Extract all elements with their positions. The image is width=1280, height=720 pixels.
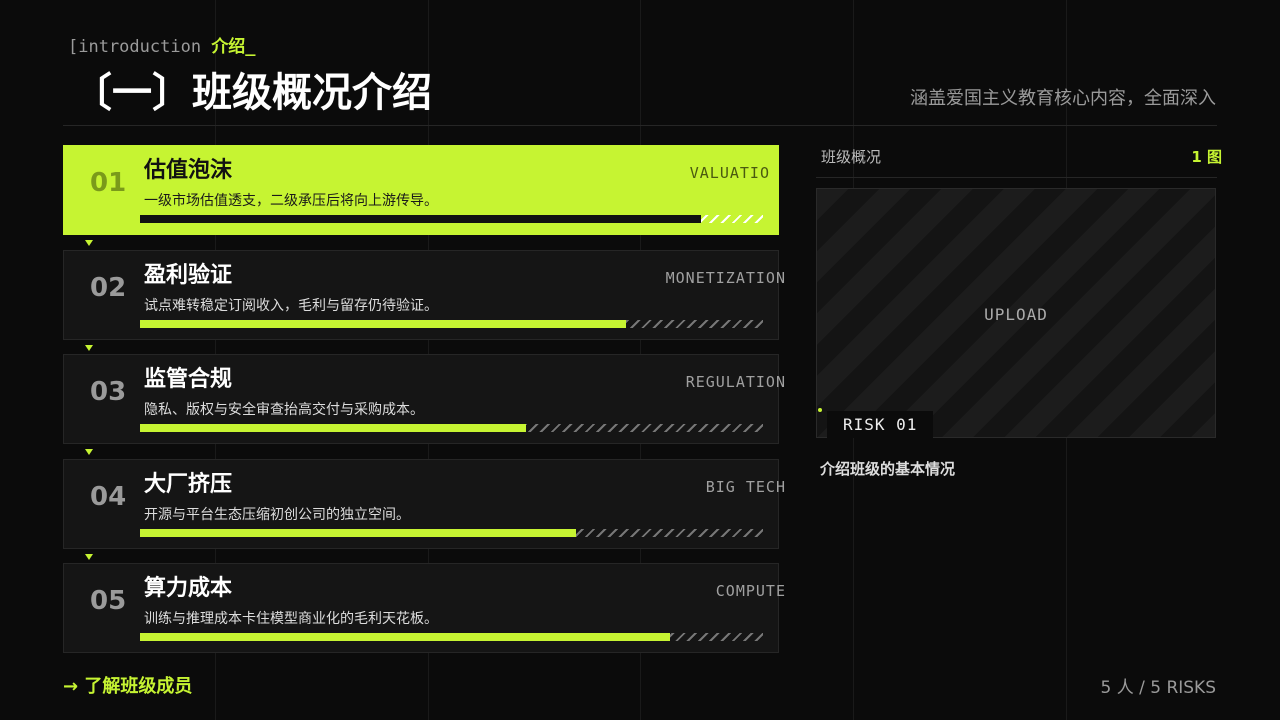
progress-track [140, 215, 763, 223]
item-description: 开源与平台生态压缩初创公司的独立空间。 [144, 506, 410, 523]
kicker-accent: 介绍_ [211, 37, 256, 57]
badge: RISK 01 [827, 411, 934, 438]
progress-track [140, 319, 763, 328]
risk-card: 01 估值泡沫 VALUATIO 一级市场估值透支，二级承压后将向上游传导。 [63, 145, 779, 235]
separator-marker [85, 240, 93, 246]
separator-marker [85, 553, 93, 560]
progress-bar [140, 319, 626, 328]
summary: 5 人 / 5 RISKS [1100, 678, 1216, 698]
separator-marker [85, 449, 93, 455]
item-tag: BIG TECH [705, 477, 786, 496]
progress-bar [140, 528, 577, 537]
item-title: 监管合规 [144, 367, 233, 392]
panel-label: 班级概况 [821, 148, 882, 166]
item-number: 02 [90, 272, 127, 303]
risk-card: 03 监管合规 REGULATION 隐私、版权与安全审查抬高交付与采购成本。 [63, 354, 785, 444]
progress-track [140, 424, 763, 432]
kicker: [introduction 介绍_ [68, 32, 256, 57]
item-tag: COMPUTE [715, 582, 786, 600]
item-number: 04 [90, 481, 127, 512]
progress-bar [140, 215, 701, 223]
panel-caption: 介绍班级的基本情况 [820, 460, 956, 478]
risk-card: 05 算力成本 COMPUTE 训练与推理成本卡住模型商业化的毛利天花板。 [63, 563, 785, 653]
item-description: 隐私、版权与安全审查抬高交付与采购成本。 [144, 402, 424, 418]
risk-card: 02 盈利验证 MONETIZATION 试点难转稳定订阅收入，毛利与留存仍待验证。 [63, 249, 785, 340]
item-title: 算力成本 [144, 576, 233, 601]
item-number: 03 [90, 377, 127, 407]
item-description: 一级市场估值透支，二级承压后将向上游传导。 [144, 193, 438, 209]
progress-bar [140, 633, 670, 641]
item-tag: MONETIZATION [665, 268, 786, 287]
divider [63, 125, 1217, 126]
panel-count: 1 图 [1191, 148, 1222, 166]
upload-label: UPLOAD [984, 305, 1048, 324]
page-title: 〔一〕班级概况介绍 [72, 70, 432, 116]
item-number: 01 [90, 168, 127, 198]
kicker-text: [introduction [68, 37, 202, 57]
item-tag: VALUATIO [689, 164, 770, 182]
badge-dot [818, 408, 822, 412]
item-title: 估值泡沫 [144, 158, 233, 183]
item-description: 训练与推理成本卡住模型商业化的毛利天花板。 [144, 611, 438, 627]
progress-bar [140, 424, 527, 432]
progress-track [140, 633, 763, 641]
item-title: 大厂挤压 [144, 471, 233, 497]
risk-card: 04 大厂挤压 BIG TECH 开源与平台生态压缩初创公司的独立空间。 [63, 458, 785, 549]
item-description: 试点难转稳定订阅收入，毛利与留存仍待验证。 [144, 297, 438, 314]
divider [816, 177, 1217, 178]
members-link[interactable]: → 了解班级成员 [63, 676, 193, 697]
progress-track [140, 528, 763, 537]
item-number: 05 [90, 586, 127, 616]
upload-box[interactable]: UPLOAD RISK 01 [816, 188, 1216, 438]
subtitle: 涵盖爱国主义教育核心内容，全面深入 [910, 88, 1216, 109]
separator-marker [85, 344, 93, 351]
item-tag: REGULATION [685, 373, 786, 391]
item-title: 盈利验证 [144, 262, 233, 288]
